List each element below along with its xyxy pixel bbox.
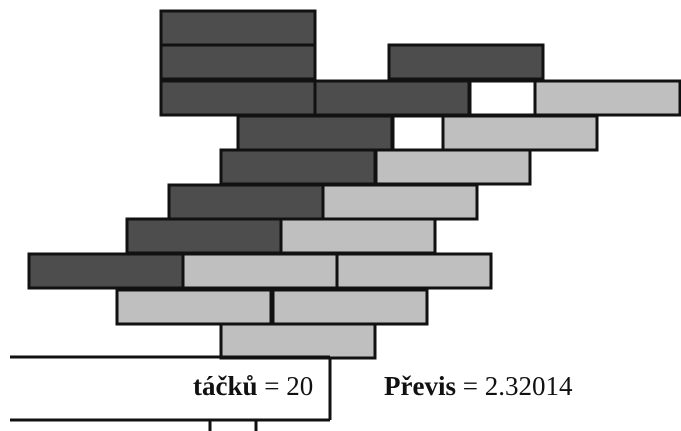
blocks-layer	[27, 9, 681, 360]
light-block	[181, 252, 339, 290]
light-block	[321, 183, 479, 221]
overhang-label: Převis	[384, 371, 456, 401]
dark-block	[387, 43, 545, 81]
gap-block	[468, 79, 537, 117]
overhang-caption: Převis = 2.32014	[384, 368, 572, 404]
light-block	[279, 217, 437, 255]
dark-block	[125, 217, 283, 255]
overhang-value: = 2.32014	[462, 371, 573, 401]
dark-block	[159, 9, 317, 47]
light-block	[271, 288, 429, 326]
dark-block	[219, 148, 377, 186]
dark-block	[236, 114, 394, 152]
dark-block	[167, 183, 325, 221]
light-block	[533, 79, 681, 117]
count-label: táčků	[193, 371, 258, 401]
count-caption: táčků = 20	[193, 368, 313, 404]
dark-block	[27, 252, 185, 290]
table-outline	[10, 355, 332, 431]
count-value: = 20	[264, 371, 314, 401]
light-block	[374, 148, 532, 186]
dark-block	[159, 43, 317, 81]
light-block	[219, 322, 377, 360]
light-block	[115, 288, 273, 326]
dark-block	[313, 79, 471, 117]
light-block	[441, 114, 599, 152]
dark-block	[159, 79, 317, 117]
light-block	[335, 252, 493, 290]
gap-block	[391, 114, 445, 152]
